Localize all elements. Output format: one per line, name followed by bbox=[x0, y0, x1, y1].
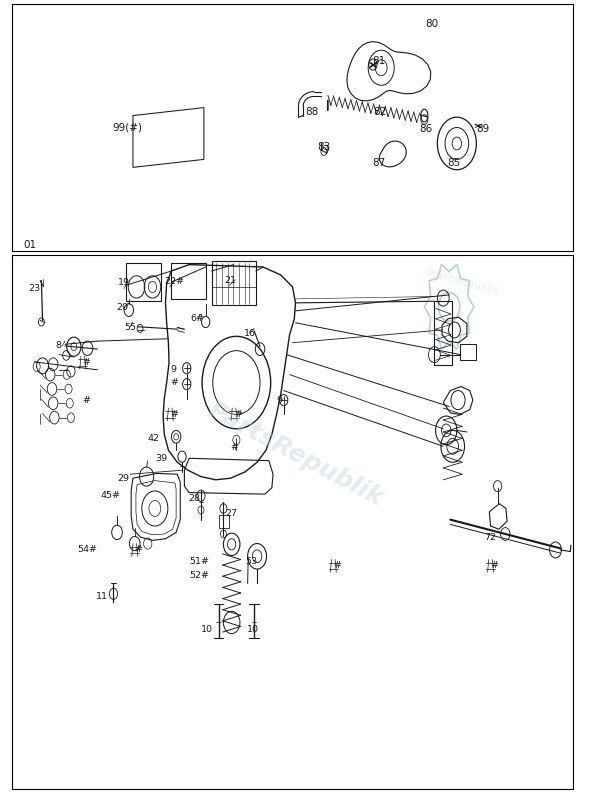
Text: 6#: 6# bbox=[190, 314, 204, 324]
Text: 42: 42 bbox=[148, 434, 160, 443]
Text: 19: 19 bbox=[118, 278, 130, 288]
Text: 53: 53 bbox=[245, 556, 258, 566]
Text: 52#: 52# bbox=[189, 571, 209, 580]
Text: #: # bbox=[170, 378, 178, 387]
Text: 28: 28 bbox=[188, 493, 200, 503]
Bar bbox=[126, 263, 161, 301]
Text: #: # bbox=[333, 561, 342, 571]
Text: PartsRepublik: PartsRepublik bbox=[204, 398, 387, 511]
Text: 23: 23 bbox=[28, 284, 41, 293]
Text: 9: 9 bbox=[277, 396, 282, 406]
Text: 29: 29 bbox=[117, 473, 129, 483]
Text: 81: 81 bbox=[372, 56, 385, 65]
Text: 82: 82 bbox=[374, 107, 387, 116]
Text: 9: 9 bbox=[170, 365, 176, 375]
Text: 54#: 54# bbox=[77, 545, 97, 555]
Text: 86: 86 bbox=[420, 124, 433, 134]
Bar bbox=[460, 344, 476, 360]
Text: #: # bbox=[83, 358, 91, 367]
Text: #: # bbox=[230, 443, 239, 453]
Bar bbox=[12, 255, 573, 789]
Text: #: # bbox=[170, 410, 178, 419]
Text: 10: 10 bbox=[201, 625, 213, 634]
Text: 83: 83 bbox=[317, 143, 330, 152]
Text: 55: 55 bbox=[124, 323, 136, 332]
Text: 8: 8 bbox=[55, 341, 61, 351]
Text: 80: 80 bbox=[426, 19, 439, 29]
Text: 87: 87 bbox=[372, 159, 385, 168]
Text: 16: 16 bbox=[244, 328, 256, 338]
Text: 11: 11 bbox=[96, 591, 108, 601]
Text: 01: 01 bbox=[24, 240, 37, 249]
Text: 21: 21 bbox=[225, 276, 236, 285]
Text: 45#: 45# bbox=[100, 491, 121, 501]
Bar bbox=[12, 4, 573, 251]
Bar bbox=[171, 263, 206, 299]
Text: 51#: 51# bbox=[189, 556, 209, 566]
Text: 27: 27 bbox=[226, 508, 238, 518]
Text: 89: 89 bbox=[476, 124, 489, 134]
Text: 10: 10 bbox=[247, 625, 259, 634]
Text: #: # bbox=[83, 395, 91, 405]
Bar bbox=[212, 261, 256, 305]
Text: PartsRepublik: PartsRepublik bbox=[426, 269, 501, 297]
Text: 99(#): 99(#) bbox=[112, 123, 142, 132]
Text: 85: 85 bbox=[447, 159, 460, 168]
Text: 20: 20 bbox=[116, 303, 128, 312]
Text: #: # bbox=[491, 561, 499, 571]
Text: 39: 39 bbox=[155, 453, 167, 463]
Bar bbox=[434, 301, 452, 365]
Text: 88: 88 bbox=[306, 107, 319, 116]
Text: 72: 72 bbox=[485, 532, 496, 542]
Text: #: # bbox=[234, 410, 242, 419]
Text: #: # bbox=[135, 545, 143, 555]
Bar bbox=[219, 515, 229, 528]
Text: 22#: 22# bbox=[164, 277, 184, 286]
